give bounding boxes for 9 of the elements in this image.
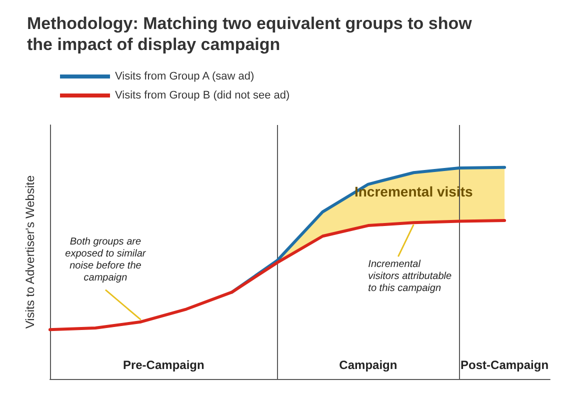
chart-title: Methodology: Matching two equivalent groups to show the impact of display campaign (27, 14, 477, 54)
y-axis-title: Visits to Advertiser's Website (23, 175, 37, 329)
annotation: Incremental visitors attributable to this campaign (368, 259, 452, 294)
legend-label: Visits from Group A (saw ad) (115, 70, 254, 82)
annotation: Pre-Campaign (122, 358, 204, 372)
annotation: Both groups are exposed to similar noise before the campaign (65, 236, 146, 284)
annotation: Campaign (339, 358, 398, 372)
annotation: Post-Campaign (460, 358, 549, 372)
legend-label: Visits from Group B (did not see ad) (115, 90, 290, 102)
